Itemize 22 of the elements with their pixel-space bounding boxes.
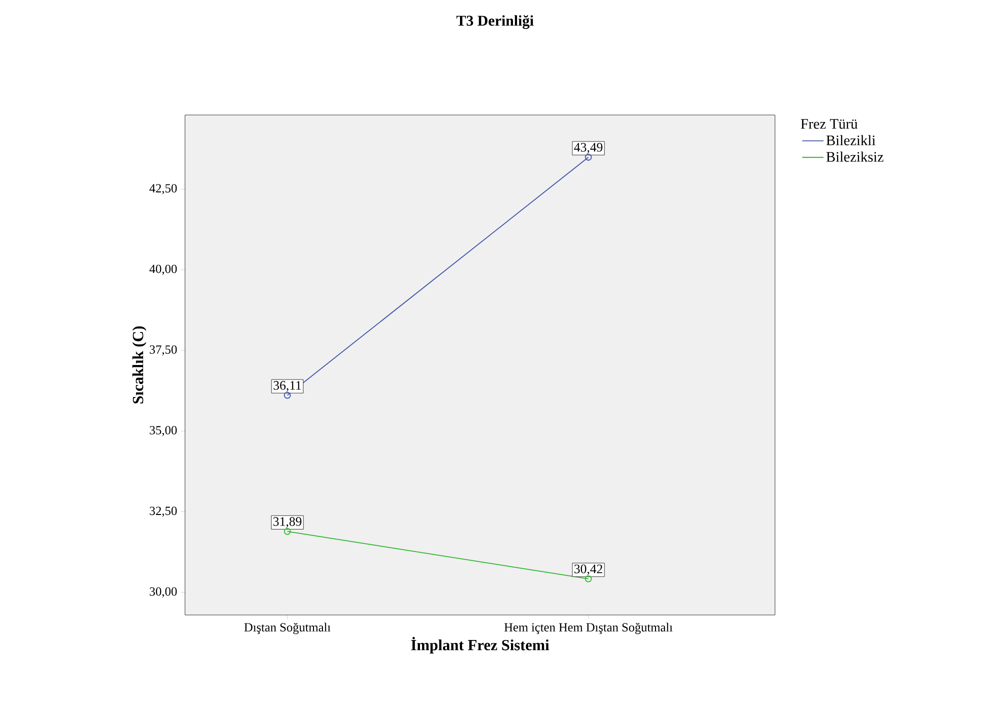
chart-title: T3 Derinliği: [456, 15, 534, 29]
data-label: 30,42: [574, 564, 602, 576]
point: [584, 154, 592, 161]
y-tick-label: 42,50: [149, 184, 177, 194]
point: [584, 575, 592, 582]
point: [284, 528, 291, 535]
y-tick-label: 32,50: [150, 506, 177, 517]
data-label: 36,11: [274, 381, 301, 392]
x-tick-label: Dıştan Soğutmalı: [244, 622, 331, 634]
y-tick-label: 37,50: [150, 345, 177, 356]
data-label: 31,89: [273, 517, 302, 528]
y-tick-label: 30,00: [150, 587, 177, 598]
legend-title: Frez Türü: [800, 119, 858, 129]
y-axis-title: Sıcaklık (C): [132, 326, 146, 404]
y-tick-label: 35,00: [150, 426, 177, 436]
x-axis-title: İmplant Frez Sistemi: [411, 636, 550, 654]
data-label: 43,49: [574, 142, 602, 154]
point: [284, 392, 291, 399]
legend-label: Bilezikli: [826, 135, 876, 146]
y-tick-label: 40,00: [149, 264, 177, 275]
x-tick-label: Hem içten Hem Dıştan Soğutmalı: [504, 622, 673, 634]
legend-label: Bileziksiz: [826, 152, 884, 162]
